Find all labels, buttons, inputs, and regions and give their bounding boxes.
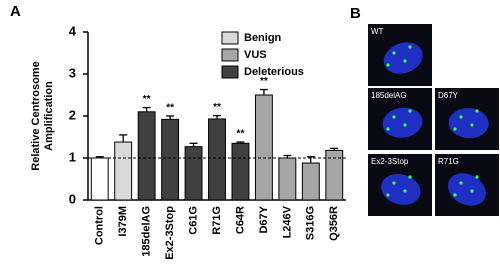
image-label: R71G — [438, 157, 459, 166]
x-tick-label: Control — [94, 206, 106, 245]
centrosome — [459, 181, 463, 185]
bar — [90, 157, 109, 201]
bar — [231, 142, 250, 201]
centrosome — [408, 175, 412, 179]
legend-label: Deleterious — [244, 66, 304, 78]
centrosome — [392, 51, 396, 55]
image-label: Ex2-3Stop — [371, 157, 409, 166]
bar — [161, 118, 180, 201]
y-tick-label: 4 — [69, 23, 77, 38]
y-tick-label: 0 — [69, 191, 76, 206]
centrosome — [475, 175, 479, 179]
significance-label: ** — [166, 103, 174, 114]
centrosome — [459, 115, 463, 119]
nucleus — [382, 107, 423, 138]
bar — [137, 111, 156, 201]
legend-swatch — [221, 31, 239, 45]
centrosome — [386, 193, 390, 197]
legend-label: Benign — [244, 32, 282, 44]
x-tick-label: C64R — [234, 206, 246, 234]
bar — [184, 146, 203, 201]
x-tick-label: S316G — [305, 206, 317, 240]
centrosome — [392, 115, 396, 119]
centrosome — [408, 45, 412, 49]
nucleus — [381, 173, 421, 205]
centrosome — [453, 127, 457, 131]
image-label: 185delAG — [371, 91, 407, 100]
nucleus — [447, 173, 486, 206]
centrosome — [408, 109, 412, 113]
legend-swatch — [221, 48, 239, 62]
x-tick-label: Q356R — [328, 206, 340, 241]
bar — [301, 162, 320, 201]
significance-label: ** — [260, 76, 268, 87]
bar — [208, 118, 226, 201]
x-tick-label: I379M — [117, 206, 129, 237]
significance-label: ** — [237, 129, 245, 140]
x-tick-label: L246V — [281, 205, 293, 238]
y-axis-label: Amplification — [43, 81, 55, 151]
y-tick-label: 3 — [69, 65, 76, 80]
image-label: D67Y — [438, 91, 459, 100]
legend-label: VUS — [244, 49, 267, 61]
centrosome — [403, 123, 407, 127]
centrosome — [470, 123, 474, 127]
nucleus — [383, 42, 423, 74]
y-axis-label: Relative Centrosome — [30, 61, 42, 170]
x-tick-label: D67Y — [258, 205, 270, 233]
bar — [114, 141, 133, 201]
x-tick-label: 185delAG — [141, 206, 153, 257]
panel-label: B — [350, 5, 361, 22]
bar — [278, 157, 297, 201]
centrosome — [386, 127, 390, 131]
nucleus — [448, 108, 489, 139]
x-tick-label: Ex2-3Stop — [164, 206, 176, 260]
centrosome — [470, 189, 474, 193]
bar — [254, 94, 273, 201]
image-label: WT — [371, 27, 384, 36]
significance-label: ** — [213, 102, 221, 113]
y-tick-label: 1 — [69, 149, 76, 164]
panel-label: A — [10, 3, 21, 20]
centrosome — [453, 193, 457, 197]
centrosome — [475, 109, 479, 113]
legend-swatch — [221, 65, 239, 79]
centrosome — [386, 63, 390, 67]
centrosome — [392, 181, 396, 185]
centrosome — [403, 59, 407, 63]
centrosome — [403, 189, 407, 193]
x-tick-label: C61G — [187, 206, 199, 235]
significance-label: ** — [143, 94, 151, 105]
y-tick-label: 2 — [69, 107, 76, 122]
x-tick-label: R71G — [211, 206, 223, 235]
